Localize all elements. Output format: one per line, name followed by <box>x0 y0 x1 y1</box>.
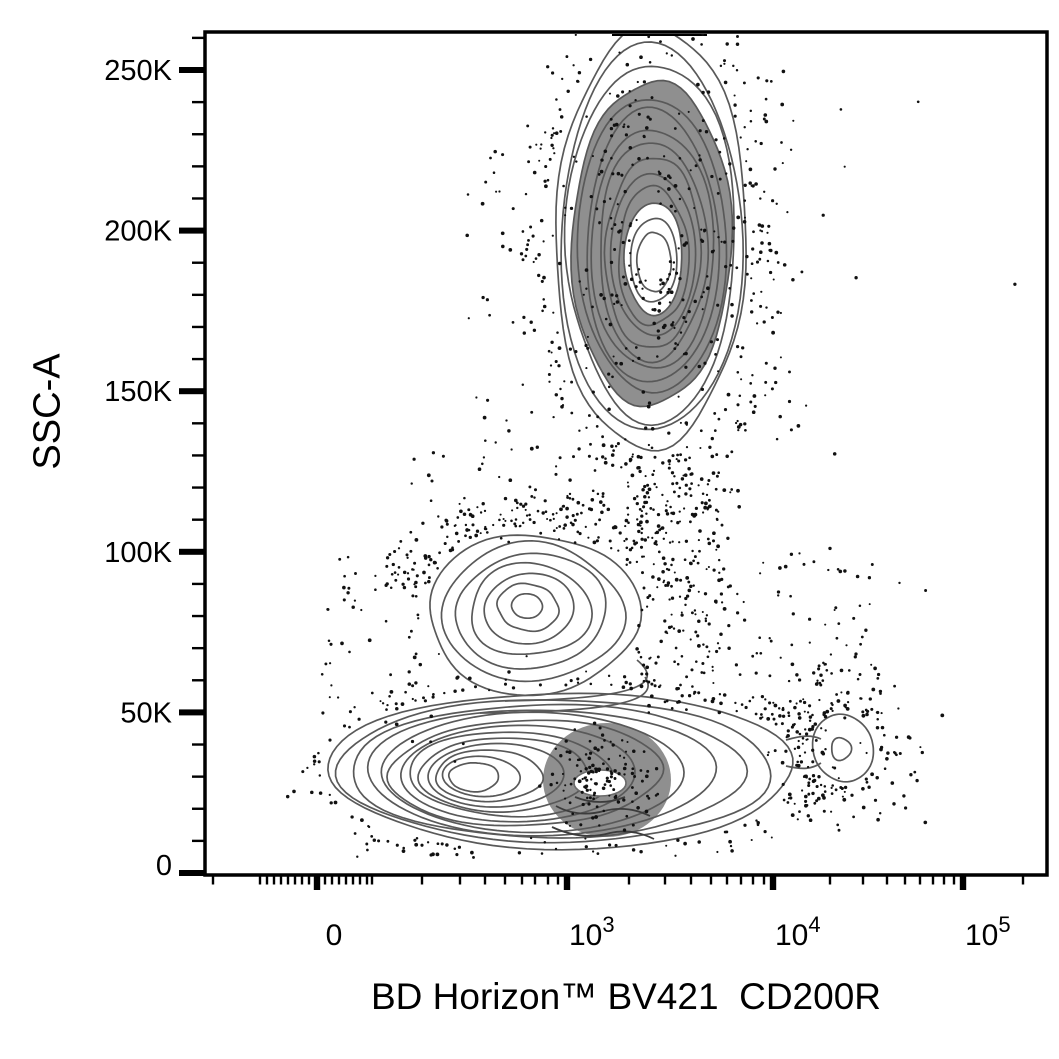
plot-frame <box>203 30 1049 877</box>
scatter-dots <box>285 34 1017 859</box>
population-cd200r-bright-subset <box>811 713 875 783</box>
svg-text:0: 0 <box>156 850 172 882</box>
svg-text:250K: 250K <box>104 55 172 87</box>
x-axis-title: BD Horizon™ BV421 CD200R <box>371 976 881 1017</box>
y-axis-title: SSC-A <box>26 353 69 470</box>
svg-text:150K: 150K <box>104 376 172 408</box>
svg-text:0: 0 <box>326 919 343 952</box>
plot-area <box>285 34 1017 859</box>
svg-text:105: 105 <box>965 912 1011 952</box>
svg-text:103: 103 <box>569 912 615 952</box>
x-axis-ticks: 0 103 104 105 <box>211 875 1025 952</box>
svg-text:200K: 200K <box>104 216 172 248</box>
population-low-ssc-band-lymphocytes <box>327 692 794 851</box>
population-mid-ssc-monocytes <box>429 534 643 697</box>
y-axis-ticks: 0 50K 100K 150K 200K 250K <box>104 36 205 882</box>
svg-text:100K: 100K <box>104 537 172 569</box>
svg-text:104: 104 <box>775 912 821 952</box>
svg-text:50K: 50K <box>120 697 172 729</box>
